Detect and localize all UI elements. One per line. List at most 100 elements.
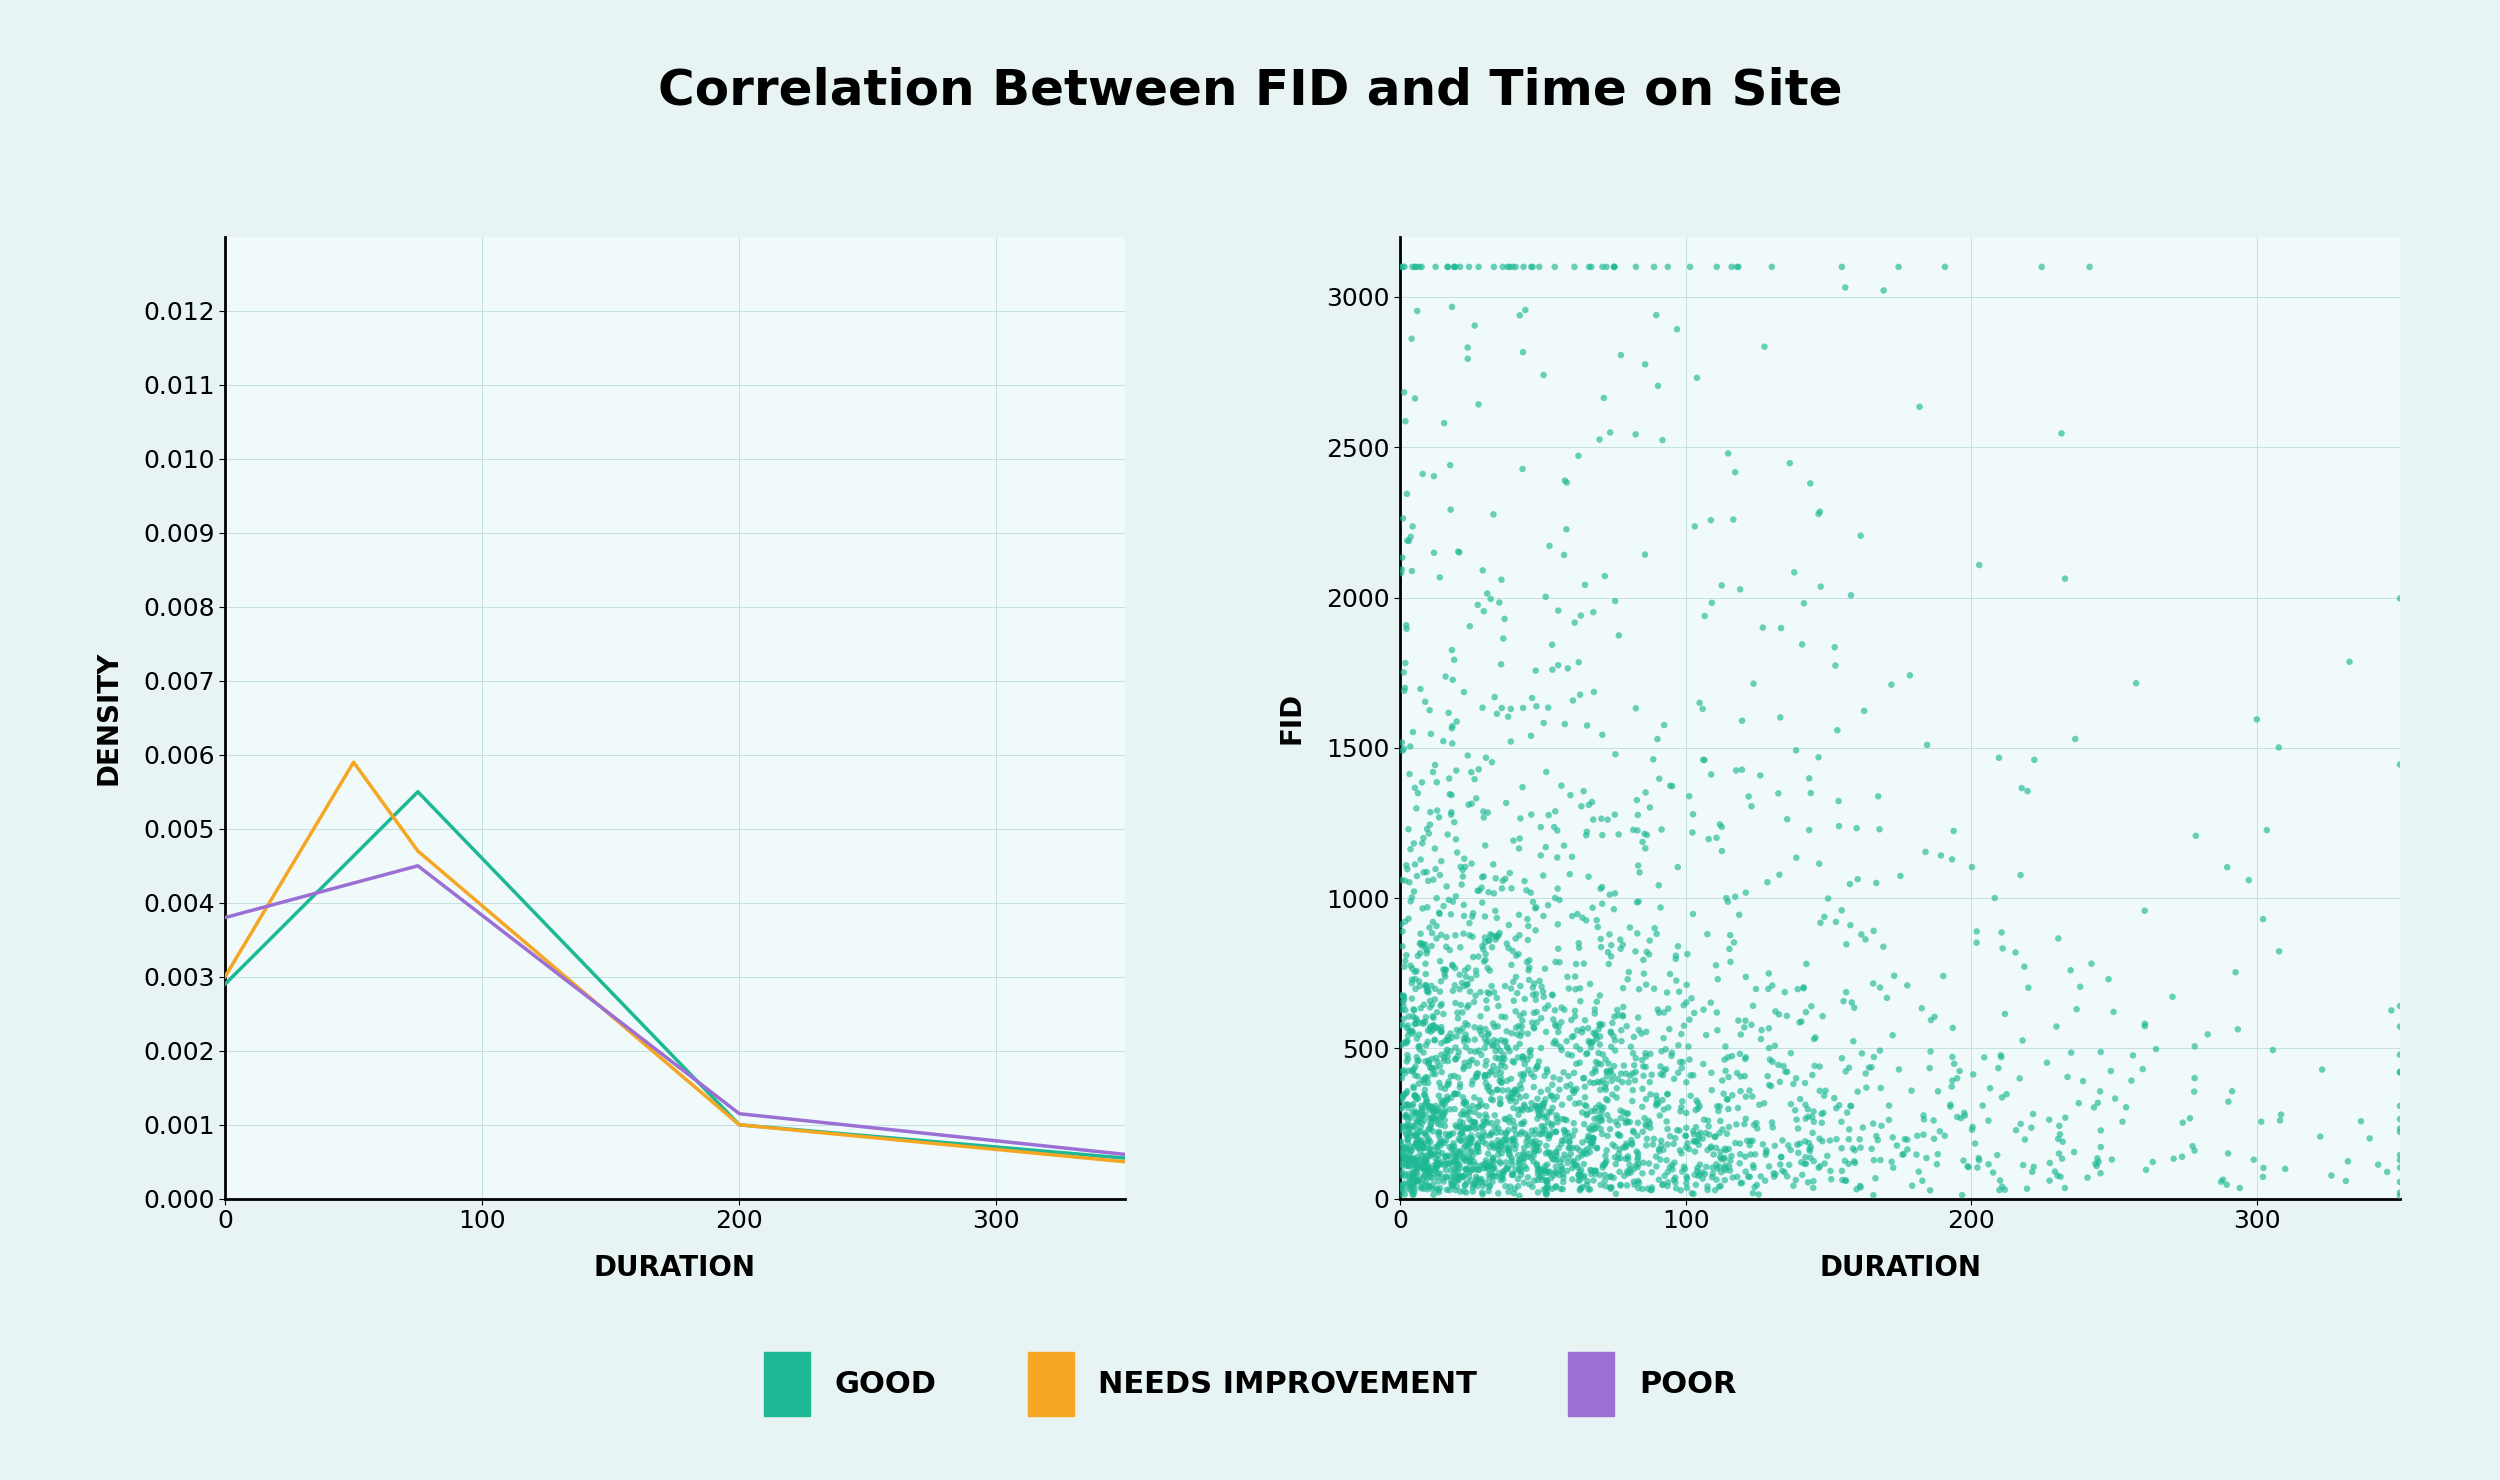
Point: [1732, 795, 1772, 818]
Point: [1698, 968, 1738, 992]
Point: [1570, 1126, 1610, 1150]
Point: [1412, 1100, 1452, 1123]
Point: [1705, 1048, 1745, 1072]
Point: [1535, 1160, 1575, 1184]
Point: [1820, 1094, 1860, 1117]
Point: [1582, 1109, 1622, 1132]
Point: [1945, 1101, 1985, 1125]
Point: [1448, 346, 1488, 370]
Point: [1383, 731, 1422, 755]
Point: [1492, 829, 1532, 852]
Point: [1528, 1160, 1568, 1184]
Point: [2380, 995, 2420, 1018]
Point: [1592, 934, 1632, 958]
Point: [1542, 1147, 1582, 1171]
Point: [1395, 1153, 1435, 1177]
Point: [1782, 1009, 1822, 1033]
Point: [1482, 1046, 1522, 1070]
Point: [1640, 1129, 1680, 1153]
Point: [1550, 1137, 1590, 1160]
Point: [1590, 944, 1630, 968]
Point: [2218, 1017, 2258, 1040]
Point: [1592, 1083, 1632, 1107]
Point: [1398, 1157, 1438, 1181]
Point: [1795, 1150, 1835, 1174]
Point: [1532, 633, 1572, 657]
Point: [1492, 940, 1532, 963]
Point: [1395, 832, 1435, 855]
Point: [1482, 1162, 1522, 1185]
Point: [1430, 1178, 1470, 1202]
Point: [1815, 910, 1855, 934]
Point: [1652, 1157, 1692, 1181]
Point: [2015, 747, 2055, 771]
Point: [1403, 462, 1442, 485]
Point: [1570, 1032, 1610, 1055]
Point: [2380, 1156, 2420, 1180]
Point: [1500, 1032, 1540, 1055]
Point: [1450, 1123, 1490, 1147]
Point: [1390, 838, 1430, 861]
Point: [1752, 1116, 1792, 1140]
Point: [1625, 780, 1665, 804]
Point: [1520, 1131, 1560, 1154]
Point: [1590, 1165, 1630, 1188]
Point: [1412, 1097, 1452, 1120]
Point: [1412, 1119, 1452, 1143]
Point: [1520, 1098, 1560, 1122]
Point: [1555, 1092, 1595, 1116]
Point: [1585, 1144, 1625, 1168]
Point: [1675, 1163, 1715, 1187]
Point: [1465, 1054, 1505, 1077]
Point: [1505, 1052, 1545, 1076]
Point: [1390, 1147, 1430, 1171]
Point: [1475, 1116, 1515, 1140]
Point: [1440, 1040, 1480, 1064]
Point: [1835, 996, 1875, 1020]
Point: [1590, 1175, 1630, 1199]
Point: [1905, 841, 1945, 864]
Point: [1600, 1098, 1640, 1122]
Point: [1622, 1064, 1662, 1088]
Point: [1575, 1100, 1615, 1123]
Point: [1393, 1183, 1432, 1206]
Point: [1450, 1150, 1490, 1174]
Point: [1460, 1104, 1500, 1128]
Point: [1448, 1137, 1488, 1160]
Point: [1882, 1143, 1922, 1166]
Point: [1982, 1175, 2022, 1199]
Point: [1395, 1123, 1435, 1147]
Point: [1442, 922, 1482, 946]
Point: [1502, 1021, 1542, 1045]
Point: [1582, 875, 1622, 898]
Point: [1480, 1168, 1520, 1191]
Point: [1575, 1051, 1615, 1074]
Point: [1778, 1141, 1818, 1165]
Point: [1528, 1110, 1568, 1134]
Point: [1855, 1166, 1895, 1190]
Point: [1407, 1030, 1447, 1054]
Point: [1490, 1067, 1530, 1091]
Point: [1598, 1122, 1638, 1146]
Point: [1403, 832, 1442, 855]
Point: [1520, 1165, 1560, 1188]
Point: [1380, 255, 1420, 278]
Point: [1425, 1114, 1465, 1138]
Point: [2208, 855, 2248, 879]
Point: [1455, 959, 1495, 983]
Point: [1630, 1178, 1670, 1202]
Point: [1462, 1168, 1502, 1191]
Point: [1678, 1123, 1718, 1147]
Point: [1552, 845, 1592, 869]
Point: [1420, 1126, 1460, 1150]
Point: [1495, 1134, 1535, 1157]
Point: [2220, 1177, 2260, 1200]
Point: [1445, 965, 1485, 989]
Point: [1442, 1146, 1482, 1169]
Point: [1455, 1117, 1495, 1141]
Point: [1502, 1098, 1542, 1122]
Point: [1440, 1129, 1480, 1153]
Point: [1468, 1023, 1508, 1046]
Point: [1385, 737, 1425, 761]
Point: [1765, 1060, 1805, 1083]
